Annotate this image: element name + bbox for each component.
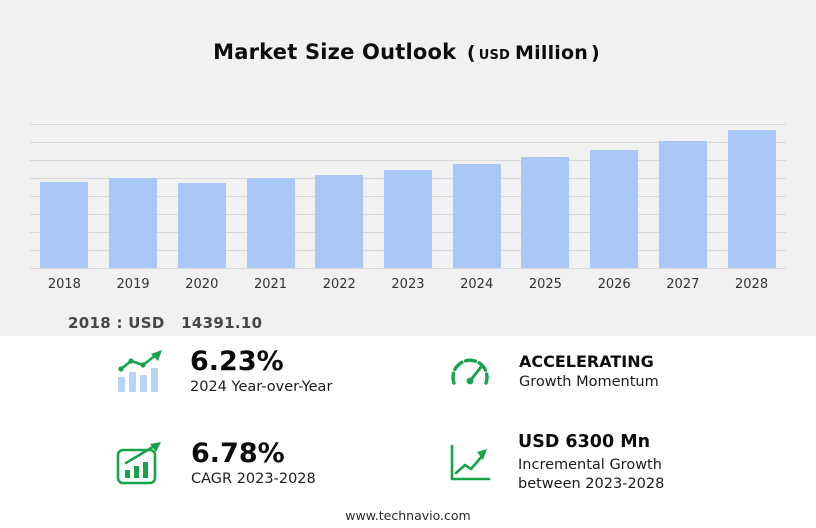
bar-year-label: 2018 [47, 277, 81, 292]
bar-growth-icon [116, 349, 163, 394]
gridline [30, 268, 786, 269]
bar-year-label: 2023 [391, 277, 425, 292]
stats-panel [0, 336, 816, 528]
bar-year-label: 2028 [735, 277, 769, 292]
gridline [30, 142, 786, 143]
title-paren-open: ( [466, 42, 476, 64]
stat-incremental: USD 6300 Mn Incremental Growth between 2… [448, 432, 696, 494]
bar-year-label: 2024 [460, 277, 494, 292]
chart-bars: 2018 2019 2020 2021 2022 2023 2024 2025 2026 2027… [30, 124, 786, 292]
base-year-amount: 14391.10 [181, 314, 263, 332]
bar-slot-2018: 2018 [40, 124, 89, 292]
bar-slot-2022: 2022 [315, 124, 364, 292]
bar-chart: 2018 2019 2020 2021 2022 2023 2024 2025 2026 2027… [30, 124, 786, 292]
bar-2024 [452, 164, 501, 268]
bar-2018 [40, 182, 89, 268]
bar-year-label: 2026 [597, 277, 631, 292]
speedometer-icon [448, 352, 492, 390]
base-year-annotation: 2018 : USD 14391.10 [68, 314, 262, 332]
bar-slot-2020: 2020 [177, 124, 226, 292]
bar-2022 [315, 175, 364, 268]
stat-momentum-label: Growth Momentum [519, 374, 659, 391]
stat-cagr-label: CAGR 2023-2028 [191, 471, 316, 488]
bar-slot-2028: 2028 [727, 124, 776, 292]
bar-year-label: 2025 [528, 277, 562, 292]
title-unit-currency: USD [478, 48, 511, 63]
title-main: Market Size Outlook [213, 40, 457, 64]
bar-slot-2027: 2027 [658, 124, 707, 292]
bar-year-label: 2021 [253, 277, 288, 292]
stat-cagr-value: 6.78% [191, 438, 285, 469]
stat-incremental-label: Incremental Growth between 2023-2028 [518, 457, 665, 492]
bar-2023 [383, 170, 432, 268]
footer-url: www.technavio.com [345, 508, 471, 523]
gridline [30, 124, 786, 125]
bar-2028 [727, 130, 776, 268]
title-paren-close: ) [590, 42, 600, 64]
bar-year-label: 2019 [116, 277, 150, 292]
stat-yoy-value: 6.23% [190, 346, 284, 377]
bar-year-label: 2020 [185, 277, 219, 292]
bar-2021 [246, 178, 295, 268]
chart-board-icon [116, 441, 162, 486]
stat-incremental-value: USD 6300 Mn [518, 432, 651, 452]
bar-year-label: 2027 [666, 277, 700, 292]
bar-2019 [109, 178, 158, 268]
bar-2027 [658, 141, 707, 268]
growth-line-icon [448, 443, 491, 483]
title-unit-scale: Million [515, 42, 588, 64]
gridline [30, 160, 786, 161]
bar-slot-2023: 2023 [383, 124, 432, 292]
bar-slot-2019: 2019 [109, 124, 158, 292]
bar-year-label: 2022 [322, 277, 356, 292]
stat-yoy: 6.23% 2024 Year-over-Year [116, 346, 333, 396]
bar-slot-2026: 2026 [590, 124, 639, 292]
bar-2025 [521, 157, 570, 268]
bar-slot-2025: 2025 [521, 124, 570, 292]
bar-slot-2021: 2021 [246, 124, 295, 292]
bar-2020 [177, 183, 226, 268]
stat-momentum-value: ACCELERATING [519, 352, 654, 371]
base-year-label: 2018 : USD [68, 314, 165, 332]
stat-yoy-label: 2024 Year-over-Year [190, 379, 333, 396]
stat-cagr: 6.78% CAGR 2023-2028 [116, 438, 316, 488]
bar-2026 [590, 150, 639, 268]
bar-slot-2024: 2024 [452, 124, 501, 292]
stat-momentum: ACCELERATING Growth Momentum [448, 352, 659, 390]
page-title: Market Size Outlook (USD Million) [0, 40, 816, 64]
